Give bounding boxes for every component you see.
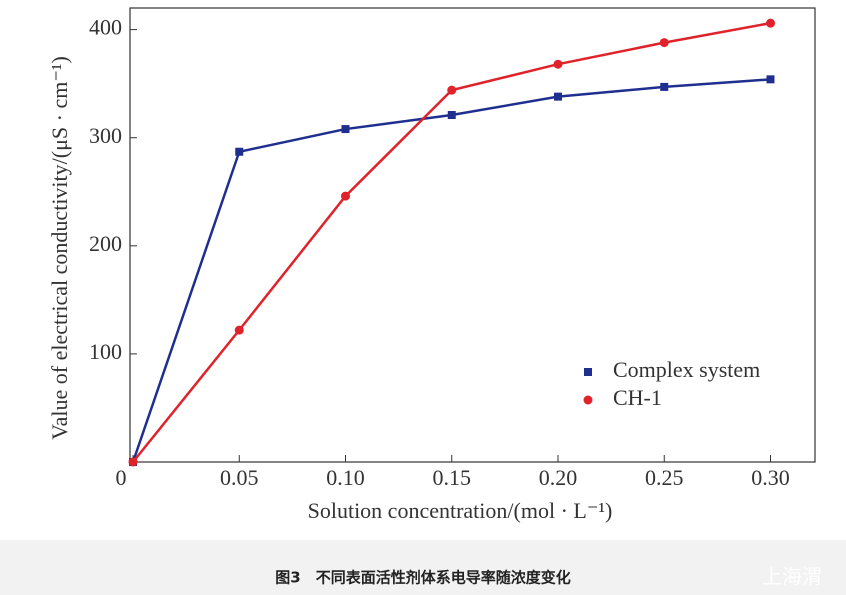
marker <box>766 75 775 84</box>
marker <box>235 147 244 156</box>
x-tick-label: 0.20 <box>539 465 578 490</box>
x-tick-label: 0.15 <box>433 465 472 490</box>
marker <box>659 38 669 48</box>
plot-frame <box>129 7 816 463</box>
y-tick-label: 300 <box>89 123 122 148</box>
x-tick-label: 0.10 <box>326 465 365 490</box>
caption: 图3 不同表面活性剂体系电导率随浓度变化 <box>275 569 570 587</box>
x-tick-label: 0.25 <box>645 465 684 490</box>
marker <box>447 111 456 120</box>
y-tick-label: 200 <box>89 231 122 256</box>
y-tick-label: 400 <box>89 15 122 40</box>
legend-label: CH-1 <box>613 385 662 410</box>
x-tick-label: 0 <box>116 465 127 490</box>
x-tick-label: 0.05 <box>220 465 259 490</box>
y-tick-label: 100 <box>89 339 122 364</box>
x-tick-label: 0.30 <box>751 465 790 490</box>
marker <box>341 125 350 134</box>
legend-marker <box>583 395 593 405</box>
watermark: 上海渭 <box>762 565 822 589</box>
marker <box>128 457 138 467</box>
x-axis-label: Solution concentration/(mol · L⁻¹) <box>308 498 613 523</box>
marker <box>341 191 350 201</box>
marker <box>553 59 563 69</box>
caption-band <box>0 540 846 595</box>
marker <box>660 82 669 91</box>
marker <box>766 18 775 28</box>
series-line <box>131 78 771 463</box>
y-axis-label: Value of electrical conductivity/(μS · c… <box>47 56 72 440</box>
marker <box>554 92 562 101</box>
marker <box>447 85 457 95</box>
marker <box>234 325 244 335</box>
legend-marker <box>584 368 592 376</box>
legend-label: Complex system <box>613 357 760 382</box>
